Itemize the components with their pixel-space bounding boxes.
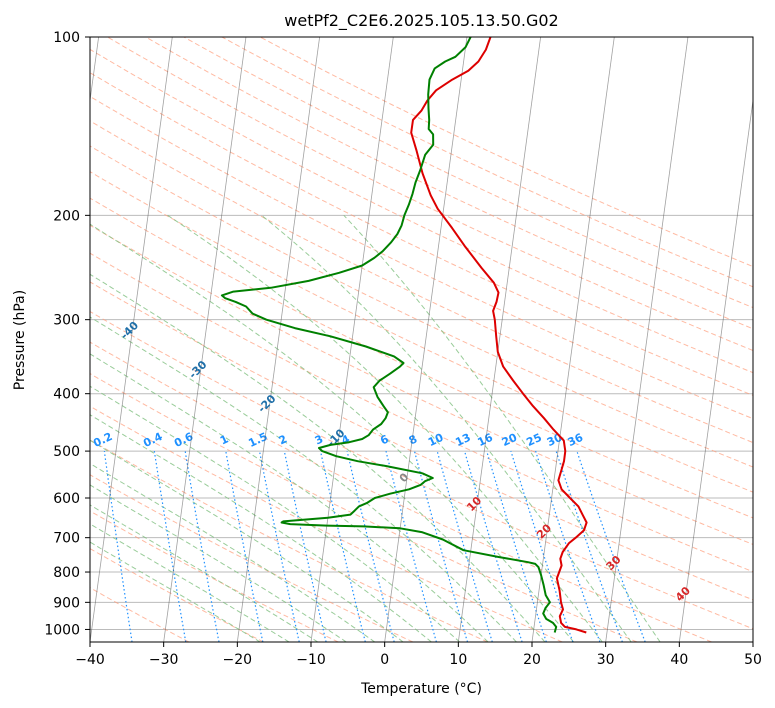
skewed-isotherm [384, 37, 468, 642]
moist-adiabat [90, 414, 432, 642]
mixing-ratio-line [486, 450, 547, 642]
moist-adiabat [90, 223, 574, 642]
mixing-ratio-line [436, 450, 493, 642]
moist-adiabat [90, 316, 517, 642]
y-tick-label: 500 [53, 444, 80, 460]
y-tick-label: 100 [53, 30, 80, 46]
plot-area: 0.10.20.40.611.52346810131620253036-100-… [90, 37, 753, 642]
skewed-isotherm [90, 37, 173, 642]
x-tick-label: −20 [223, 652, 253, 668]
y-axis-label: Pressure (hPa) [12, 290, 28, 390]
skewed-isotherm [457, 37, 542, 642]
moist-adiabat [90, 523, 290, 642]
x-tick-label: 50 [744, 652, 762, 668]
mixing-ratio-line [225, 450, 264, 642]
y-tick-label: 1000 [44, 622, 80, 638]
y-tick-label: 400 [53, 387, 80, 403]
skewed-isotherm [310, 37, 394, 642]
y-tick-label: 700 [53, 531, 80, 547]
x-tick-label: 20 [523, 652, 541, 668]
skewed-isotherm [163, 37, 247, 642]
dry-adiabat [90, 224, 753, 545]
y-tick-label: 600 [53, 491, 80, 507]
mixing-ratio-line [576, 450, 646, 642]
mixing-ratio-label: 25 [524, 431, 543, 449]
dry-adiabat [90, 548, 264, 642]
mixing-ratio-line [385, 450, 437, 642]
y-tick-label: 900 [53, 595, 80, 611]
dry-adiabat [90, 197, 753, 519]
mixing-ratio-label: 10 [426, 431, 446, 449]
dry-adiabat [90, 48, 753, 374]
moist-adiabat [90, 273, 546, 642]
dry-adiabat [90, 474, 414, 642]
moist-adiabat [167, 214, 603, 642]
chart-title: wetPf2_C2E6.2025.105.13.50.G02 [284, 11, 558, 31]
skewed-isotherm [605, 37, 689, 642]
x-tick-label: 30 [597, 652, 615, 668]
moist-adiabat [343, 214, 661, 642]
x-tick-label: −30 [149, 652, 179, 668]
plot-frame [89, 36, 754, 643]
x-tick-label: 40 [670, 652, 688, 668]
x-tick-label: −40 [75, 652, 105, 668]
y-tick-label: 800 [53, 565, 80, 581]
mixing-ratio-line [283, 450, 327, 642]
mixing-ratio-line [319, 450, 366, 642]
skewed-isotherm [531, 37, 615, 642]
moist-adiabat [90, 541, 261, 642]
dry-adiabat [90, 72, 753, 396]
mixing-ratio-line [535, 450, 601, 642]
mixing-ratio-label: 16 [476, 431, 496, 449]
mixing-ratio-line [258, 450, 300, 642]
mixing-ratio-line [464, 450, 523, 642]
axes: −40 −30 −20 −10 0 10 20 30 40 50 100 200 300 400 500 60… [44, 30, 762, 668]
moist-adiabat [90, 504, 319, 642]
skewed-isotherm [678, 97, 753, 642]
moist-adiabat [90, 439, 404, 642]
dewpoint-profile [220, 37, 558, 633]
mixing-ratio-line [510, 450, 574, 642]
dry-adiabat [183, 37, 753, 309]
moist-adiabat [90, 462, 376, 642]
dry-adiabat [145, 37, 753, 330]
x-tick-label: −10 [296, 652, 326, 668]
dry-adiabat [90, 95, 753, 420]
dry-adiabat [90, 281, 753, 601]
temperature-profile [410, 37, 588, 634]
dry-adiabat [90, 439, 488, 642]
x-axis-label: Temperature (°C) [360, 681, 482, 697]
mixing-ratio-line [555, 450, 623, 642]
mixing-ratio-label: 36 [566, 431, 586, 449]
mixing-ratio-line [413, 450, 469, 642]
y-tick-label: 200 [53, 208, 80, 224]
mixing-ratio-label: 20 [500, 431, 520, 449]
skewed-isotherm [236, 37, 321, 642]
x-tick-label: 10 [449, 652, 467, 668]
dry-adiabat [90, 405, 563, 642]
y-tick-label: 300 [53, 313, 80, 329]
moist-adiabat [90, 484, 347, 642]
dry-adiabat [90, 310, 753, 630]
x-tick-label: 0 [380, 652, 389, 668]
mixing-ratio-label: 13 [453, 431, 472, 449]
dry-adiabat [107, 37, 753, 352]
moist-adiabat [90, 385, 461, 642]
